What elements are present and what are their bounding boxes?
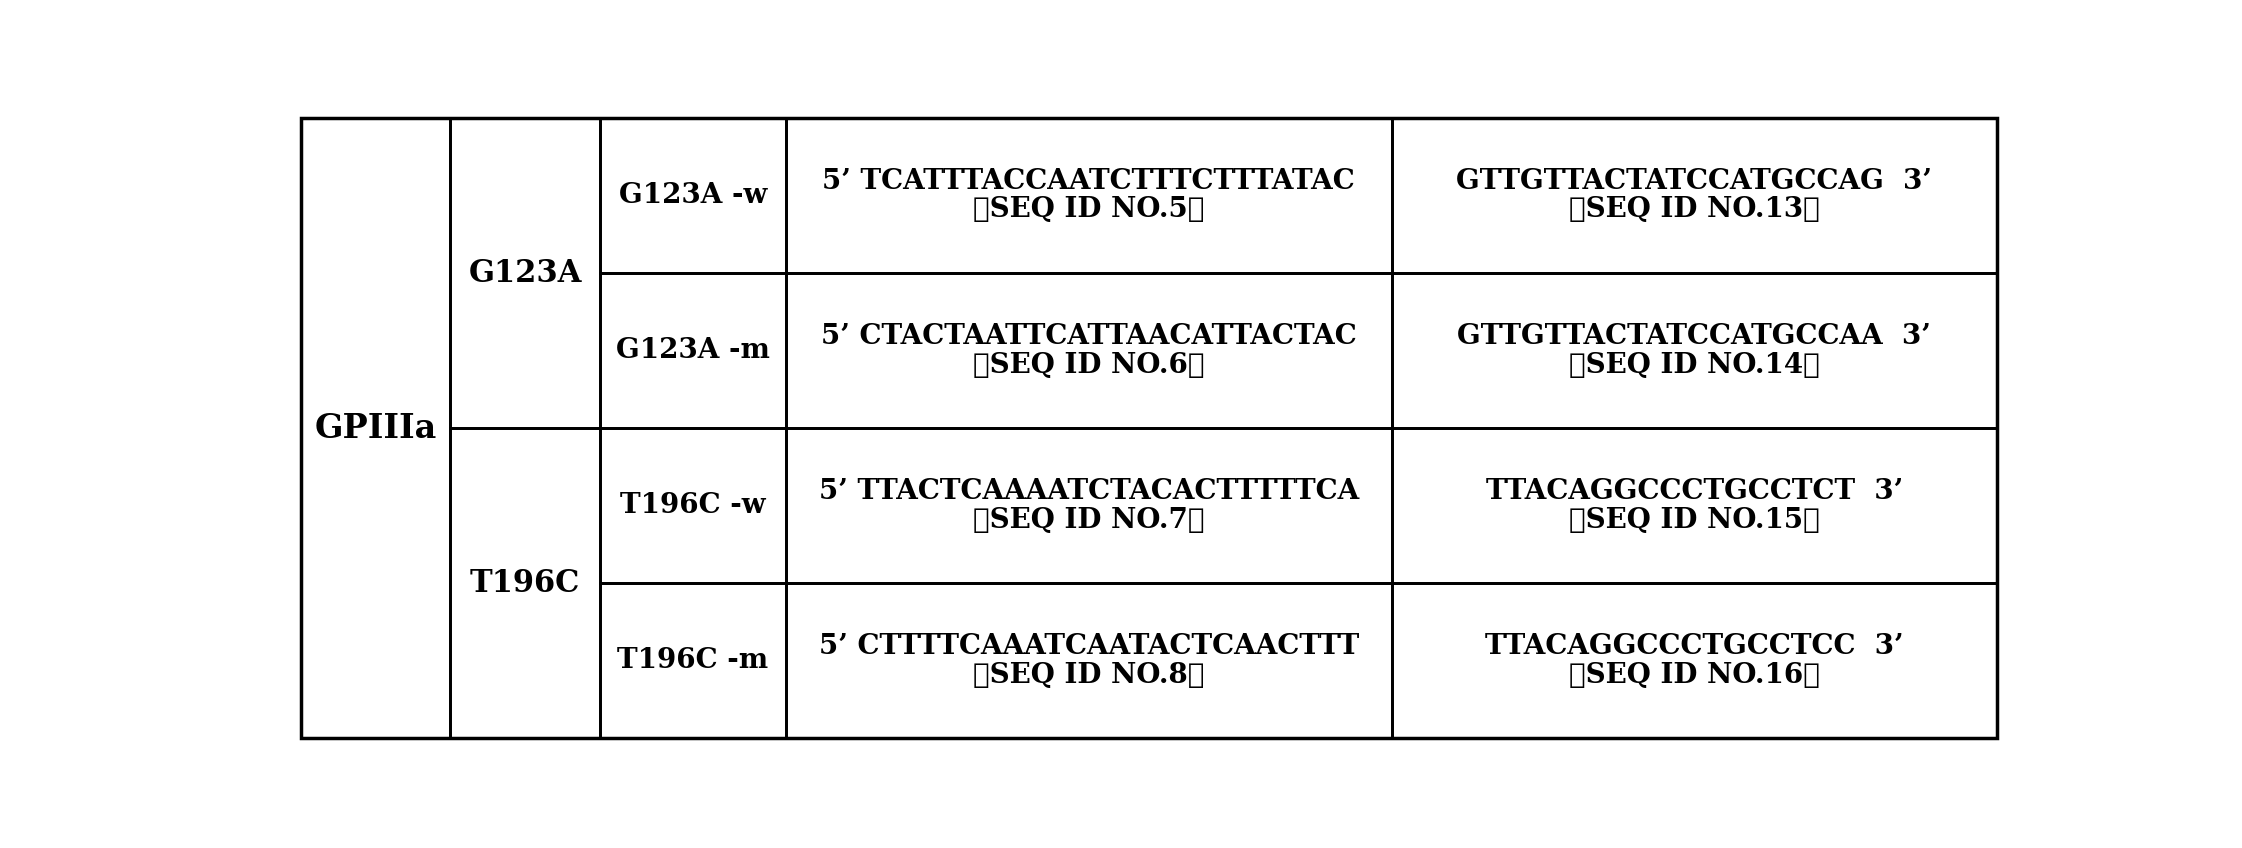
Text: （SEQ ID NO.14）: （SEQ ID NO.14） [1569,352,1821,378]
Bar [599,428,787,583]
Text: （SEQ ID NO.15）: （SEQ ID NO.15） [1569,506,1821,533]
Bar [599,118,787,273]
Text: （SEQ ID NO.8）: （SEQ ID NO.8） [973,661,1204,689]
Bar [787,583,1392,739]
Text: GPIIIa: GPIIIa [314,412,437,444]
Text: G123A -w: G123A -w [619,182,767,209]
Text: （SEQ ID NO.5）: （SEQ ID NO.5） [973,197,1204,224]
Text: T196C -w: T196C -w [621,493,767,519]
Text: G123A -m: G123A -m [617,338,769,364]
Bar [1392,118,1998,273]
Text: GTTGTTACTATCCATGCCAA  3’: GTTGTTACTATCCATGCCAA 3’ [1457,323,1930,350]
Text: （SEQ ID NO.7）: （SEQ ID NO.7） [973,506,1204,533]
Bar [300,118,451,739]
Text: （SEQ ID NO.6）: （SEQ ID NO.6） [973,352,1204,378]
Text: 5’ TCATTTACCAATCTTTCTTTATAC: 5’ TCATTTACCAATCTTTCTTTATAC [823,168,1354,195]
Bar [1392,583,1998,739]
Text: 5’ CTTTTCAAATCAATACTCAACTTT: 5’ CTTTTCAAATCAATACTCAACTTT [818,633,1359,660]
Bar [451,428,599,739]
Text: GTTGTTACTATCCATGCCAG  3’: GTTGTTACTATCCATGCCAG 3’ [1457,168,1933,195]
Text: （SEQ ID NO.13）: （SEQ ID NO.13） [1569,197,1821,224]
Text: TTACAGGCCCTGCCTCT  3’: TTACAGGCCCTGCCTCT 3’ [1486,478,1903,505]
Bar [599,273,787,428]
Bar [1392,273,1998,428]
Bar [599,583,787,739]
Bar [787,273,1392,428]
Text: T196C: T196C [471,568,581,599]
Text: 5’ CTACTAATTCATTAACATTACTAC: 5’ CTACTAATTCATTAACATTACTAC [821,323,1356,350]
Bar [1392,428,1998,583]
Text: 5’ TTACTCAAAATCTACACTTTTTCA: 5’ TTACTCAAAATCTACACTTTTTCA [818,478,1359,505]
Bar [787,118,1392,273]
Bar [787,428,1392,583]
Text: TTACAGGCCCTGCCTCC  3’: TTACAGGCCCTGCCTCC 3’ [1484,633,1903,660]
Text: G123A: G123A [469,258,581,288]
Text: T196C -m: T196C -m [617,647,769,674]
Bar [451,118,599,428]
Text: （SEQ ID NO.16）: （SEQ ID NO.16） [1569,661,1821,689]
